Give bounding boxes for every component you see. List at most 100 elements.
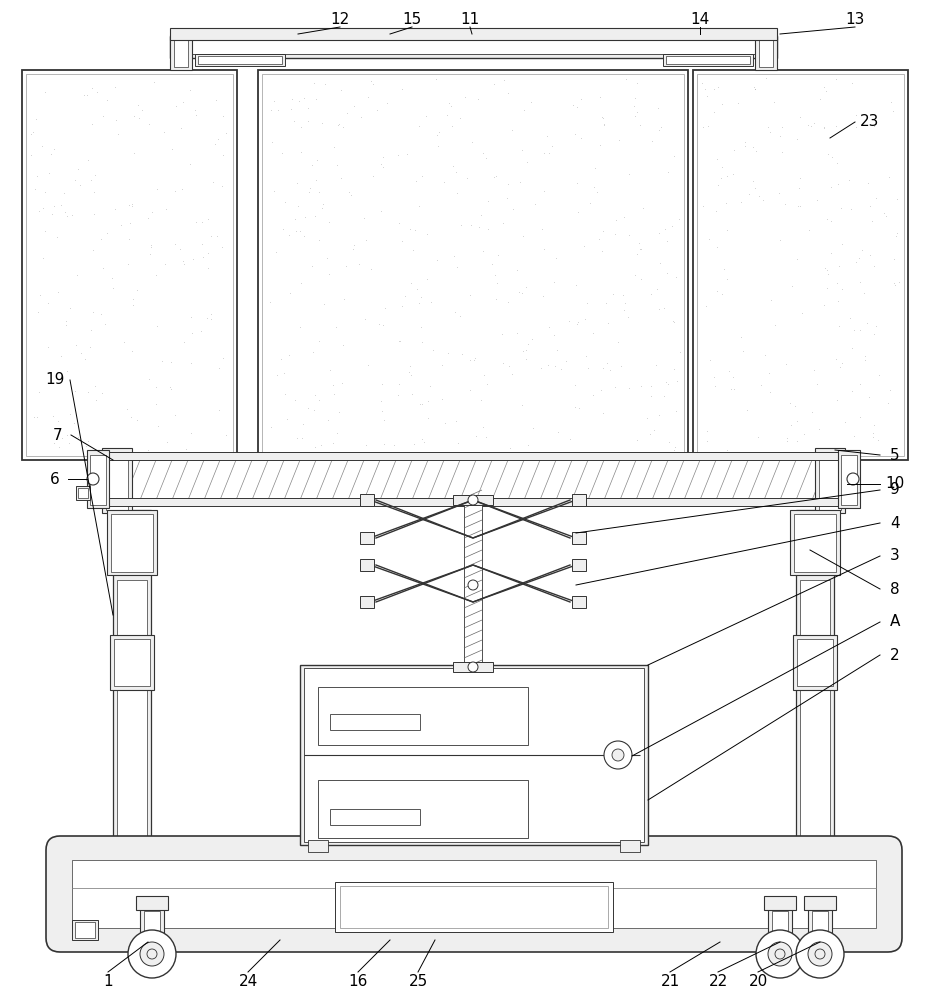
Text: 16: 16 [348,974,367,990]
Point [371,316,386,332]
Point [195,236,210,252]
Point [614,358,629,374]
Point [845,340,860,356]
Bar [100,455,847,503]
Point [650,281,665,297]
Point [300,100,315,116]
Point [633,117,648,133]
Point [886,251,902,267]
Point [413,396,428,412]
Point [672,344,688,360]
Point [151,418,166,434]
Point [55,430,70,446]
Point [886,275,902,291]
Text: 3: 3 [890,548,900,564]
Point [824,179,839,195]
Point [569,316,584,332]
Point [490,275,505,291]
Point [263,419,278,435]
Point [263,294,278,310]
Circle shape [140,942,164,966]
Bar [144,911,160,931]
Point [863,247,878,263]
Point [830,392,845,408]
Point [862,389,877,405]
Point [429,252,444,268]
Point [503,440,518,456]
Point [158,201,173,217]
Point [500,85,515,101]
Point [852,274,867,290]
Point [285,91,300,107]
Point [120,401,135,417]
Point [447,248,462,264]
Point [643,286,658,302]
Point [432,124,447,140]
Point [643,378,658,394]
Point [304,258,319,274]
Point [339,105,354,121]
Point [333,82,348,98]
Point [411,198,426,214]
Point [711,79,726,95]
Point [82,339,98,355]
Point [163,381,178,397]
Bar [106,452,128,510]
Point [314,115,330,131]
Point [319,250,334,266]
Point [653,119,669,135]
Point [620,309,635,325]
Point [505,366,520,382]
Point [436,174,451,190]
Point [475,243,491,259]
Point [95,385,110,401]
Point [149,379,164,395]
Point [823,245,838,261]
Bar [262,74,684,456]
Point [847,428,862,444]
Point [416,434,431,450]
Point [124,343,139,359]
Text: 5: 5 [890,448,900,462]
Point [363,261,378,277]
Text: 23: 23 [860,114,880,129]
Point [45,408,61,424]
Point [84,116,99,132]
Point [742,186,757,202]
Point [140,210,155,226]
Point [717,261,732,277]
Bar [620,840,640,852]
Point [390,387,405,403]
Bar [308,840,328,852]
Point [78,351,93,367]
Point [740,402,755,418]
Point [719,271,734,287]
Point [165,141,180,157]
Circle shape [815,949,825,959]
Bar [107,510,157,575]
Point [127,108,142,124]
Bar [790,510,840,575]
Point [796,426,812,442]
Point [792,170,807,186]
Bar [464,495,482,670]
Point [880,395,895,411]
Point [316,296,331,312]
Point [763,292,778,308]
Point [577,311,592,327]
Point [188,102,203,118]
Point [644,388,659,404]
Point [330,157,345,173]
Point [816,120,831,136]
Point [211,402,226,418]
Point [608,212,623,228]
Point [719,195,734,211]
Point [810,192,825,208]
Point [883,382,898,398]
Point [849,107,864,123]
Point [29,409,45,425]
Point [200,211,215,227]
Point [834,281,849,297]
Point [597,117,612,133]
Point [852,376,867,392]
